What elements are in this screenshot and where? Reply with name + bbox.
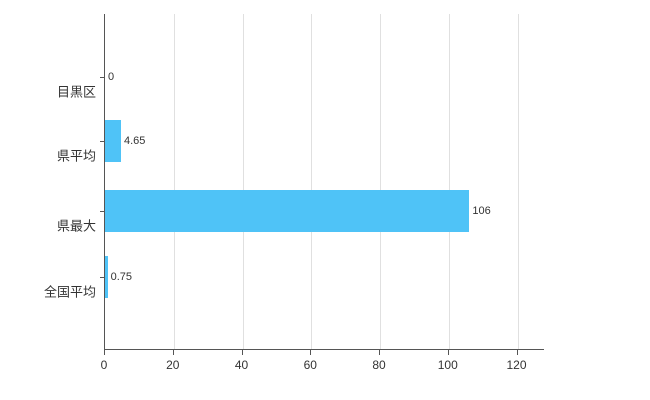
y-tick-mark-1: [100, 141, 105, 142]
bar-value-label: 0: [108, 71, 115, 83]
x-tick-mark-120: [516, 350, 518, 355]
y-axis-tick-label-1: 県平均: [56, 148, 96, 164]
y-tick-mark-2: [100, 211, 105, 212]
x-axis-tick-label-3: 60: [303, 358, 317, 372]
x-axis-tick-label-6: 120: [506, 358, 527, 372]
x-tick-mark-0: [104, 350, 105, 355]
gridline-0: [105, 14, 106, 349]
y-axis-labels: 目黒区 県平均 県最大 全国平均: [0, 14, 96, 350]
x-tick-mark-40: [241, 350, 243, 355]
x-tick-mark-100: [447, 350, 449, 355]
x-axis-tick-label-1: 20: [166, 358, 180, 372]
bar-zenkokuheikin[interactable]: [105, 256, 108, 298]
y-axis-tick-label-3: 全国平均: [43, 284, 96, 300]
gridline-80: [380, 14, 381, 349]
gridline-100: [448, 14, 450, 349]
bar-kenheikin[interactable]: [105, 120, 121, 162]
x-axis-tick-label-2: 40: [234, 358, 249, 372]
x-tick-mark-60: [310, 350, 312, 355]
x-axis-tick-label-5: 100: [437, 358, 458, 372]
y-tick-mark-0: [100, 77, 105, 78]
bar-kensaidai[interactable]: [105, 190, 470, 232]
x-axis-tick-label-4: 80: [372, 358, 386, 372]
x-tick-mark-80: [379, 350, 380, 355]
bar-value-label: 0.75: [110, 271, 132, 283]
gridline-20: [173, 14, 175, 349]
bar-value-label: 106: [472, 205, 491, 217]
plot-area: 0 4.65 106 0.75: [100, 14, 544, 350]
bar-value-label: 4.65: [123, 135, 146, 147]
gridline-60: [311, 14, 313, 349]
x-axis-tick-label-0: 0: [100, 358, 108, 372]
x-axis: 0 20 40 60 80 100 120: [100, 350, 544, 380]
gridline-120: [517, 14, 519, 349]
gridline-40: [242, 14, 244, 349]
x-tick-mark-20: [172, 350, 174, 355]
y-tick-mark-3: [100, 277, 105, 278]
y-axis-tick-label-2: 県最大: [56, 218, 96, 234]
y-axis-tick-label-0: 目黒区: [56, 84, 96, 100]
